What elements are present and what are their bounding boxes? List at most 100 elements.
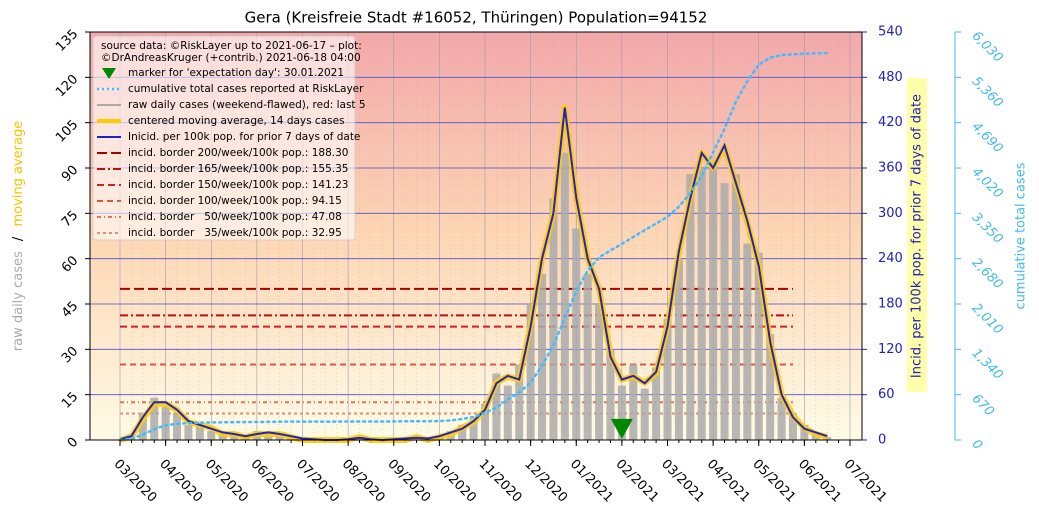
raw-bar — [469, 418, 478, 440]
legend-box — [92, 35, 356, 241]
x-tick-label: 04/2020 — [156, 457, 205, 506]
legend-label: cumulative total cases reported at RiskL… — [128, 83, 364, 95]
legend-source: ©DrAndreasKruger (+contrib.) 2021-06-18 … — [101, 52, 361, 64]
raw-bar — [686, 174, 695, 441]
legend-label: centered moving average, 14 days cases — [128, 115, 345, 127]
y3-tick-label: 2,010 — [969, 301, 1006, 338]
x-tick-label: 06/2021 — [795, 457, 844, 506]
legend-label: incid. border 35/week/100k pop.: 32.95 — [128, 227, 342, 239]
raw-bar — [606, 349, 615, 440]
y2-tick-label: 240 — [878, 251, 903, 266]
raw-bar — [709, 161, 718, 440]
chart-title: Gera (Kreisfreie Stadt #16052, Thüringen… — [245, 9, 708, 27]
legend-label: incid. border 50/week/100k pop.: 47.08 — [128, 211, 342, 223]
y3-axis-label: cumulative total cases — [1014, 162, 1029, 309]
raw-bar — [572, 228, 581, 440]
y-label-sep: / — [11, 236, 26, 241]
y-tick-label: 15 — [59, 389, 81, 411]
x-tick-label: 07/2021 — [841, 457, 890, 506]
y-tick-label: 105 — [53, 117, 81, 145]
x-tick-label: 05/2020 — [202, 457, 251, 506]
legend-label: Inicid. per 100k pop. for prior 7 days o… — [128, 131, 360, 143]
legend-source: source data: ©RiskLayer up to 2021-06-17… — [101, 40, 362, 52]
raw-bar — [138, 412, 147, 440]
legend-label: marker for 'expectation day': 30.01.2021 — [128, 67, 344, 79]
raw-bar — [184, 424, 193, 440]
raw-bar — [560, 152, 569, 440]
raw-bar — [800, 424, 809, 440]
x-tick-label: 06/2020 — [248, 457, 297, 506]
plot-frame — [89, 31, 863, 441]
y2-tick-label: 120 — [878, 342, 903, 357]
x-tick-label: 03/2020 — [111, 457, 160, 506]
y-tick-label: 0 — [65, 435, 81, 451]
y2-tick-label: 360 — [878, 161, 903, 176]
x-tick-label: 03/2021 — [658, 457, 707, 506]
raw-bar — [458, 424, 467, 440]
y-tick-label: 120 — [53, 72, 81, 100]
y2-tick-label: 60 — [878, 387, 895, 402]
y3-tick-label: 4,690 — [969, 119, 1006, 156]
raw-bar — [595, 304, 604, 440]
raw-bar — [777, 397, 786, 440]
raw-bar — [743, 243, 752, 440]
legend-label: incid. border 200/week/100k pop.: 188.30 — [128, 147, 348, 159]
x-tick-label: 10/2020 — [430, 457, 479, 506]
legend-label: incid. border 165/week/100k pop.: 155.35 — [128, 163, 348, 175]
raw-bar — [161, 406, 170, 440]
raw-bar — [629, 364, 638, 440]
y3-tick-label: 1,340 — [969, 346, 1006, 383]
y2-label-bg — [907, 78, 927, 392]
legend-label: incid. border 150/week/100k pop.: 141.23 — [128, 179, 348, 191]
raw-bar — [697, 168, 706, 440]
y2-tick-label: 540 — [878, 25, 903, 40]
raw-bar — [481, 403, 489, 440]
y2-tick-label: 180 — [878, 297, 903, 312]
raw-bar — [640, 388, 649, 440]
raw-bar — [207, 430, 216, 440]
raw-bar — [549, 198, 558, 440]
x-tick-label: 01/2021 — [567, 457, 616, 506]
legend-symbol — [102, 68, 116, 79]
raw-bar — [617, 385, 626, 440]
raw-bar — [173, 412, 182, 440]
y-tick-label: 90 — [59, 163, 81, 185]
y3-tick-label: 3,350 — [969, 210, 1006, 247]
x-tick-label: 12/2020 — [521, 457, 570, 506]
x-tick-label: 02/2021 — [613, 457, 662, 506]
y2-axis-label: Incid. per 100k pop. for prior 7 days of… — [910, 94, 925, 378]
raw-bar — [652, 367, 661, 440]
x-tick-label: 08/2020 — [339, 457, 388, 506]
y-tick-label: 75 — [59, 208, 81, 230]
y-tick-label: 135 — [53, 27, 81, 55]
raw-bar — [195, 421, 204, 440]
expectation-marker — [610, 418, 633, 439]
y3-tick-label: 6,030 — [969, 29, 1006, 66]
y-tick-label: 60 — [59, 253, 81, 275]
legend: source data: ©RiskLayer up to 2021-06-17… — [92, 35, 366, 241]
y3-tick-label: 670 — [969, 391, 997, 419]
x-tick-label: 04/2021 — [704, 457, 753, 506]
legend-label: raw daily cases (weekend-flawed), red: l… — [128, 99, 366, 111]
legend-label: incid. border 100/week/100k pop.: 94.15 — [128, 195, 342, 207]
raw-bar — [674, 258, 683, 440]
y-axis-label: raw daily cases / moving average — [11, 121, 26, 351]
y3-tick-label: 0 — [969, 437, 985, 453]
raw-bar — [492, 373, 501, 440]
x-tick-label: 05/2021 — [749, 457, 798, 506]
raw-bar — [731, 174, 740, 441]
y2-tick-label: 300 — [878, 206, 903, 221]
raw-bar — [150, 397, 159, 440]
raw-bar — [538, 273, 547, 440]
y2-tick-label: 0 — [878, 433, 886, 448]
y-label-ma: moving average — [11, 121, 26, 227]
x-tick-label: 07/2020 — [293, 457, 342, 506]
raw-bar — [515, 364, 524, 440]
y-tick-label: 45 — [59, 299, 81, 321]
raw-bar — [663, 319, 672, 440]
cumulative-line — [118, 51, 829, 442]
raw-bar — [526, 304, 535, 440]
raw-bar — [788, 412, 797, 440]
raw-bar — [583, 273, 592, 440]
